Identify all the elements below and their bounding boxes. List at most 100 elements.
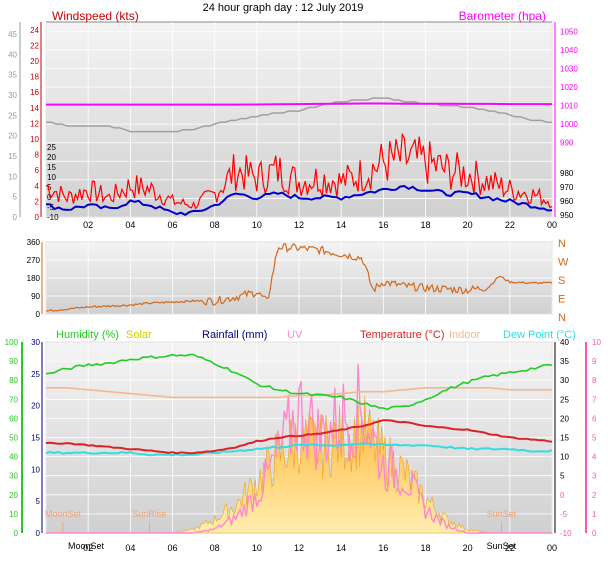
climate-xtick: 16 xyxy=(378,543,388,553)
direction-tick: 180 xyxy=(27,274,41,283)
uv-tick: 8 xyxy=(592,376,597,385)
annotation-label: SunRise xyxy=(132,509,166,519)
uv-tick: 10 xyxy=(592,338,601,347)
uv-tick: 4 xyxy=(592,453,597,462)
uv-tick: 7 xyxy=(592,395,597,404)
wind-xtick: 10 xyxy=(252,220,262,230)
wind-direction-line xyxy=(45,243,553,312)
rain-tick: 15 xyxy=(31,434,40,443)
temp-tick: 25 xyxy=(560,395,569,404)
wind-tick-red: 8 xyxy=(35,151,40,160)
wind-tick-red: 20 xyxy=(30,57,39,66)
climate-xtick: 20 xyxy=(463,543,473,553)
wind-xtick: 04 xyxy=(125,220,135,230)
temp-tick: -10 xyxy=(560,529,572,538)
wind-xtick: 06 xyxy=(167,220,177,230)
climate-xtick: 02 xyxy=(83,543,93,553)
uv-line xyxy=(46,363,552,534)
legend-item: Temperature (°C) xyxy=(360,329,444,341)
humidity-tick: 40 xyxy=(9,453,18,462)
legend-item: Indoor xyxy=(449,329,481,341)
wind-xtick: 14 xyxy=(336,220,346,230)
legend-barometer: Barometer (hpa) xyxy=(459,9,546,23)
temp-tick: 20 xyxy=(560,414,569,423)
baro-tick: 1020 xyxy=(560,83,578,92)
baro-tick: 1030 xyxy=(560,64,578,73)
humidity-tick: 100 xyxy=(5,338,19,347)
wind-tick-red: 12 xyxy=(30,119,39,128)
baro-tick: 1010 xyxy=(560,102,578,111)
rain-tick: 0 xyxy=(36,529,41,538)
annotation-label: MoonSet xyxy=(45,509,82,519)
wind-tick-red: 10 xyxy=(30,135,39,144)
climate-xtick: 00 xyxy=(547,543,557,553)
barometer-previous-line xyxy=(46,97,552,133)
wind-tick-black: 5 xyxy=(47,183,52,192)
wind-tick-black: 20 xyxy=(47,153,56,162)
wind-tick-black: -10 xyxy=(47,213,59,222)
legend-windspeed: Windspeed (kts) xyxy=(52,9,139,23)
dew-point-line xyxy=(45,442,553,457)
wind-average-line xyxy=(45,184,553,216)
climate-xtick: 18 xyxy=(420,543,430,553)
wind-xtick: 22 xyxy=(505,220,515,230)
wind-tick-red: 18 xyxy=(30,73,39,82)
wind-tick-gray: 45 xyxy=(8,30,17,39)
temp-tick: 40 xyxy=(560,338,569,347)
wind-xtick: 20 xyxy=(463,220,473,230)
wind-xtick: 18 xyxy=(420,220,430,230)
wind-tick-gray: 20 xyxy=(8,132,17,141)
compass-label: E xyxy=(558,294,565,306)
wind-xtick: 12 xyxy=(294,220,304,230)
humidity-tick: 20 xyxy=(9,491,18,500)
uv-tick: 9 xyxy=(592,357,597,366)
wind-xtick: 08 xyxy=(210,220,220,230)
uv-tick: 2 xyxy=(592,491,597,500)
barometer-line xyxy=(46,102,552,106)
humidity-line xyxy=(45,353,553,411)
compass-label: S xyxy=(558,275,565,287)
uv-tick: 1 xyxy=(592,510,597,519)
wind-tick-gray: 5 xyxy=(13,193,18,202)
compass-label: N xyxy=(558,238,566,250)
legend-item: UV xyxy=(287,329,303,341)
wind-tick-gray: 40 xyxy=(8,50,17,59)
temp-tick: 10 xyxy=(560,453,569,462)
wind-tick-red: 24 xyxy=(30,26,39,35)
direction-tick: 270 xyxy=(27,256,41,265)
temp-tick: 30 xyxy=(560,376,569,385)
wind-tick-red: 22 xyxy=(30,41,39,50)
annotation-bottom: SunSet xyxy=(487,541,517,551)
wind-tick-red: 6 xyxy=(35,166,40,175)
legend-item: Humidity (%) xyxy=(56,329,119,341)
humidity-tick: 70 xyxy=(9,395,18,404)
wind-tick-red: 0 xyxy=(35,213,40,222)
uv-tick: 3 xyxy=(592,472,597,481)
climate-xtick: 14 xyxy=(336,543,346,553)
humidity-tick: 0 xyxy=(14,529,19,538)
uv-tick: 6 xyxy=(592,414,597,423)
legend-item: Dew Point (°C) xyxy=(503,329,576,341)
wind-xtick: 00 xyxy=(547,220,557,230)
wind-tick-gray: 0 xyxy=(13,213,18,222)
compass-label: W xyxy=(558,257,569,269)
temp-tick: 35 xyxy=(560,357,569,366)
wind-tick-black: 10 xyxy=(47,173,56,182)
wind-tick-gray: 10 xyxy=(8,172,17,181)
baro-tick-lower: 950 xyxy=(560,211,574,220)
climate-xtick: 06 xyxy=(167,543,177,553)
wind-xtick: 16 xyxy=(378,220,388,230)
legend-item: Solar xyxy=(126,329,152,341)
direction-tick: 0 xyxy=(36,310,41,319)
temp-tick: 0 xyxy=(560,491,565,500)
humidity-tick: 10 xyxy=(9,510,18,519)
humidity-tick: 90 xyxy=(9,357,18,366)
climate-xtick: 04 xyxy=(125,543,135,553)
wind-xtick: 02 xyxy=(83,220,93,230)
humidity-tick: 80 xyxy=(9,376,18,385)
climate-xtick: 22 xyxy=(505,543,515,553)
rain-tick: 20 xyxy=(31,402,40,411)
wind-tick-black: -5 xyxy=(47,203,55,212)
temp-tick: 15 xyxy=(560,434,569,443)
